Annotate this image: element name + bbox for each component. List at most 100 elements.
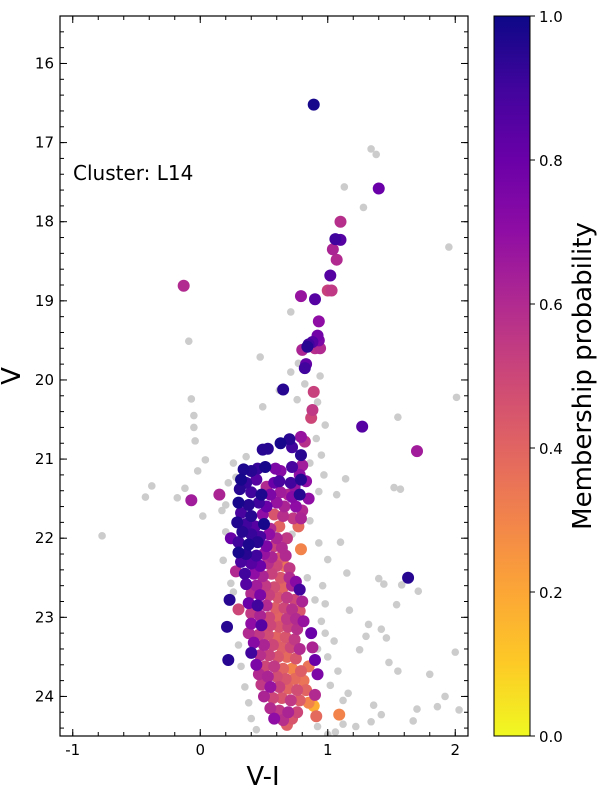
member-star-point [232,536,245,549]
member-star-point [264,488,277,501]
field-star-point [355,645,364,654]
member-star-point [307,385,320,398]
member-star-point [250,549,263,562]
member-star-point [293,694,306,707]
member-star-point [269,462,282,475]
field-star-point [317,617,326,626]
member-star-point [293,583,306,596]
field-star-point [224,479,233,487]
field-star-point [441,692,449,701]
field-star-point [455,706,463,714]
member-star-point [247,636,260,649]
member-star-point [284,694,297,707]
member-star-point [325,284,338,297]
y-tick-label: 22 [35,529,54,547]
field-star-point [187,395,196,403]
member-star-point [264,702,277,715]
colorbar-tick-label: 1.0 [539,8,563,26]
member-star-point [237,463,250,476]
member-star-point [251,599,264,612]
member-star-point [255,488,268,501]
field-star-point [451,648,460,656]
member-star-point [301,340,314,353]
y-tick-label: 23 [35,608,54,626]
field-star-point [244,698,253,707]
field-star-point [336,538,345,546]
member-star-point [250,658,263,671]
member-star-point [268,712,281,725]
x-tick-label: -1 [65,741,80,759]
member-star-point [274,571,287,584]
member-star-point [258,517,270,530]
field-star-point [321,629,330,637]
field-star-point [362,632,370,641]
member-star-point [185,494,198,507]
member-star-point [307,98,320,111]
colorbar-tick-label: 0.2 [539,584,563,602]
y-tick-label: 16 [35,54,54,72]
plot-frame [59,15,469,737]
member-star-point [266,639,279,652]
field-star-point [229,588,238,596]
member-star-point [309,293,321,306]
member-star-point [402,571,415,584]
field-star-point [201,456,210,464]
member-star-point [268,508,281,521]
field-star-point [323,555,332,564]
member-star-point [245,617,258,630]
field-star-point [141,493,150,501]
x-tick-label: 2 [450,741,460,759]
field-star-point [256,353,264,361]
field-star-point [352,722,360,731]
member-star-point [277,510,290,523]
field-star-point [313,722,322,731]
field-star-point [190,411,198,420]
member-star-point [329,233,342,246]
field-star-point [320,471,328,479]
member-star-point [272,650,285,663]
member-star-point [280,650,293,663]
field-star-point [293,395,301,404]
member-star-point [263,589,276,602]
field-star-point [392,600,401,609]
member-star-point [263,649,276,662]
member-star-point [259,460,272,473]
member-star-point [270,670,283,683]
member-star-point [255,619,268,632]
member-star-point [232,603,245,616]
member-star-point [298,362,311,375]
field-star-point [252,725,261,734]
y-tick-label: 19 [35,292,54,310]
field-star-point [380,580,388,588]
field-star-point [339,720,347,728]
member-star-point [372,182,385,195]
member-star-point [177,279,190,292]
member-star-point [291,706,304,719]
field-star-point [390,483,398,492]
member-star-point [232,496,245,509]
field-star-point [258,403,267,411]
field-star-point [341,475,350,483]
member-star-point [283,562,296,575]
field-star-point [184,337,193,345]
member-star-point [284,476,297,489]
member-star-point [245,510,258,523]
member-star-point [272,611,285,624]
field-star-point [219,556,227,565]
field-star-point [344,689,352,698]
field-star-point [330,637,338,645]
field-star-point [301,380,309,388]
field-star-point [306,516,314,525]
field-star-point [311,596,319,604]
field-star-point [382,634,391,642]
member-star-point [294,430,307,443]
field-star-point [367,717,375,726]
field-star-point [317,451,326,459]
member-star-point [282,706,295,719]
field-star-point [234,641,243,649]
member-star-point [330,253,343,266]
field-star-point [374,574,383,583]
member-star-point [297,674,310,687]
member-star-point [334,215,347,228]
